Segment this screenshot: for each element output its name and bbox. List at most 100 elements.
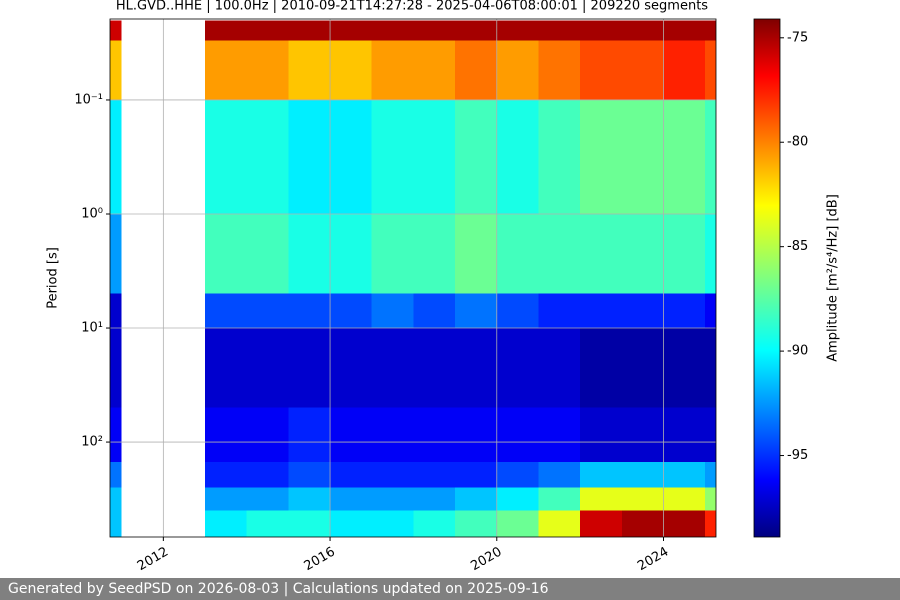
heatmap-cell — [371, 328, 414, 408]
heatmap-cell — [110, 510, 122, 537]
heatmap-cell — [496, 462, 539, 488]
heatmap-cell — [621, 328, 664, 408]
heatmap-cell — [288, 20, 331, 41]
heatmap-cell — [288, 40, 331, 100]
heatmap-cell — [246, 487, 289, 511]
heatmap-cell — [580, 40, 622, 100]
heatmap-cell — [205, 99, 247, 214]
heatmap-cell — [413, 213, 456, 294]
heatmap-cell — [705, 40, 716, 100]
heatmap-cell — [621, 407, 664, 463]
heatmap-cell — [580, 462, 622, 488]
heatmap-cell — [705, 99, 716, 214]
heatmap-cell — [621, 20, 664, 41]
heatmap-cell — [538, 510, 581, 537]
heatmap-cell — [330, 487, 372, 511]
heatmap-cell — [580, 20, 622, 41]
heatmap-cell — [538, 487, 581, 511]
heatmap-cell — [621, 99, 664, 214]
heatmap-cell — [455, 99, 497, 214]
heatmap-cell — [330, 510, 372, 537]
heatmap-cell — [371, 407, 414, 463]
heatmap-cell — [413, 407, 456, 463]
heatmap-cell — [538, 407, 581, 463]
heatmap-cell — [288, 510, 331, 537]
heatmap-cell — [246, 213, 289, 294]
heatmap-cell — [288, 293, 331, 329]
heatmap-cell — [538, 328, 581, 408]
heatmap-cell — [538, 99, 581, 214]
heatmap-cell — [538, 293, 581, 329]
heatmap-cell — [705, 20, 716, 41]
heatmap-cell — [455, 40, 497, 100]
heatmap-cell — [205, 328, 247, 408]
x-tick-label: 2016 — [302, 545, 338, 575]
heatmap-cell — [580, 328, 622, 408]
heatmap-cell — [110, 462, 122, 488]
plot-frame — [109, 18, 717, 538]
heatmap-cell — [496, 40, 539, 100]
heatmap-cell — [205, 293, 247, 329]
heatmap-cell — [663, 99, 706, 214]
heatmap-cell — [413, 487, 456, 511]
heatmap-cell — [455, 407, 497, 463]
heatmap-cell — [705, 328, 716, 408]
heatmap-cell — [455, 328, 497, 408]
heatmap-cell — [330, 328, 372, 408]
colorbar-tick-label: -95 — [787, 448, 808, 463]
heatmap-cell — [413, 462, 456, 488]
heatmap-cell — [496, 328, 539, 408]
heatmap-cell — [288, 99, 331, 214]
heatmap-cell — [663, 407, 706, 463]
heatmap-cell — [246, 40, 289, 100]
heatmap-cell — [371, 487, 414, 511]
heatmap-cell — [413, 20, 456, 41]
colorbar-label: Amplitude [m²/s⁴/Hz] [dB] — [826, 194, 841, 362]
heatmap-cell — [371, 510, 414, 537]
heatmap-cell — [288, 213, 331, 294]
heatmap-cell — [621, 293, 664, 329]
heatmap-cell — [371, 213, 414, 294]
heatmap-cell — [371, 40, 414, 100]
heatmap-cell — [371, 462, 414, 488]
heatmap-cell — [496, 293, 539, 329]
x-tick-label: 2012 — [135, 545, 171, 575]
heatmap-cell — [330, 20, 372, 41]
heatmap-cell — [455, 213, 497, 294]
heatmap-cell — [246, 20, 289, 41]
y-tick-label: 10⁰ — [81, 206, 103, 221]
heatmap-cell — [205, 407, 247, 463]
y-tick-label: 10² — [81, 435, 103, 450]
heatmap-cell — [330, 293, 372, 329]
heatmap-cell — [110, 407, 122, 463]
heatmap-cell — [205, 40, 247, 100]
heatmap-cell — [455, 487, 497, 511]
heatmap-cell — [288, 487, 331, 511]
heatmap-cell — [413, 99, 456, 214]
heatmap-cell — [663, 487, 706, 511]
heatmap-cell — [621, 40, 664, 100]
heatmap-cell — [580, 99, 622, 214]
heatmap-cell — [455, 293, 497, 329]
heatmap-cell — [205, 487, 247, 511]
heatmap-cell — [496, 20, 539, 41]
heatmap-cell — [455, 20, 497, 41]
heatmap-cell — [621, 487, 664, 511]
heatmap-cell — [110, 328, 122, 408]
heatmap-cell — [330, 407, 372, 463]
heatmap-cell — [663, 462, 706, 488]
heatmap-cell — [705, 293, 716, 329]
heatmap-cell — [538, 462, 581, 488]
y-tick-label: 10¹ — [81, 321, 103, 336]
heatmap-cell — [330, 99, 372, 214]
heatmap-cell — [705, 213, 716, 294]
heatmap-cell — [413, 328, 456, 408]
heatmap-cell — [110, 40, 122, 100]
y-axis-label: Period [s] — [46, 247, 61, 309]
heatmap-cell — [246, 407, 289, 463]
heatmap-cell — [705, 510, 716, 537]
heatmap-cell — [330, 462, 372, 488]
heatmap-cell — [663, 40, 706, 100]
chart: HL.GVD..HHE | 100.0Hz | 2010-09-21T14:27… — [46, 0, 841, 575]
heatmap-cell — [538, 20, 581, 41]
